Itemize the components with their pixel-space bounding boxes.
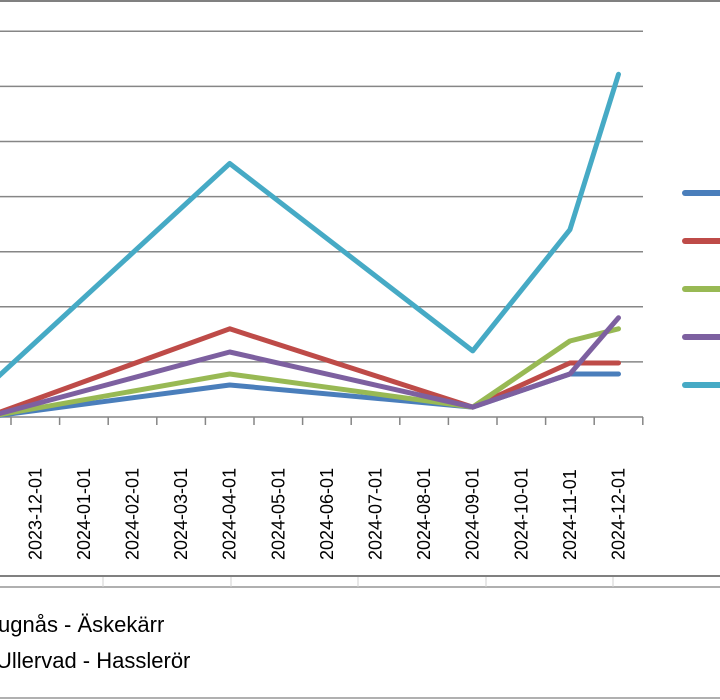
x-tick-label: 2024-07-01 [366,468,386,560]
gridlines [0,30,643,418]
series-line [0,315,621,417]
legend-entry: ugnås - Äskekärr [0,612,165,637]
x-tick-label: 2024-12-01 [609,468,629,560]
legend-swatches [682,190,720,388]
x-axis-labels: 2023-12-01 2024-01-01 2024-02-01 2024-03-01… [25,468,628,560]
x-tick-label: 2024-04-01 [220,468,240,560]
legend-entry: Ullervad - Hasslerör [0,648,191,673]
x-tick-label: 2024-01-01 [74,468,94,560]
x-tick-label: 2024-06-01 [317,468,337,560]
x-tick-label: 2024-03-01 [171,468,191,560]
x-tick-label: 2024-09-01 [463,468,483,560]
x-tick-label: 2024-08-01 [414,468,434,560]
series-line [0,71,621,379]
series-lines [0,71,621,418]
x-tick-label: 2023-12-01 [25,468,45,560]
x-axis-ticks [10,417,644,425]
lower-table-border [0,575,720,699]
x-tick-label: 2024-05-01 [268,468,288,560]
x-tick-label: 2024-02-01 [123,468,143,560]
x-tick-label: 2024-10-01 [511,468,531,560]
x-tick-label: 2024-11-01 [560,469,580,560]
